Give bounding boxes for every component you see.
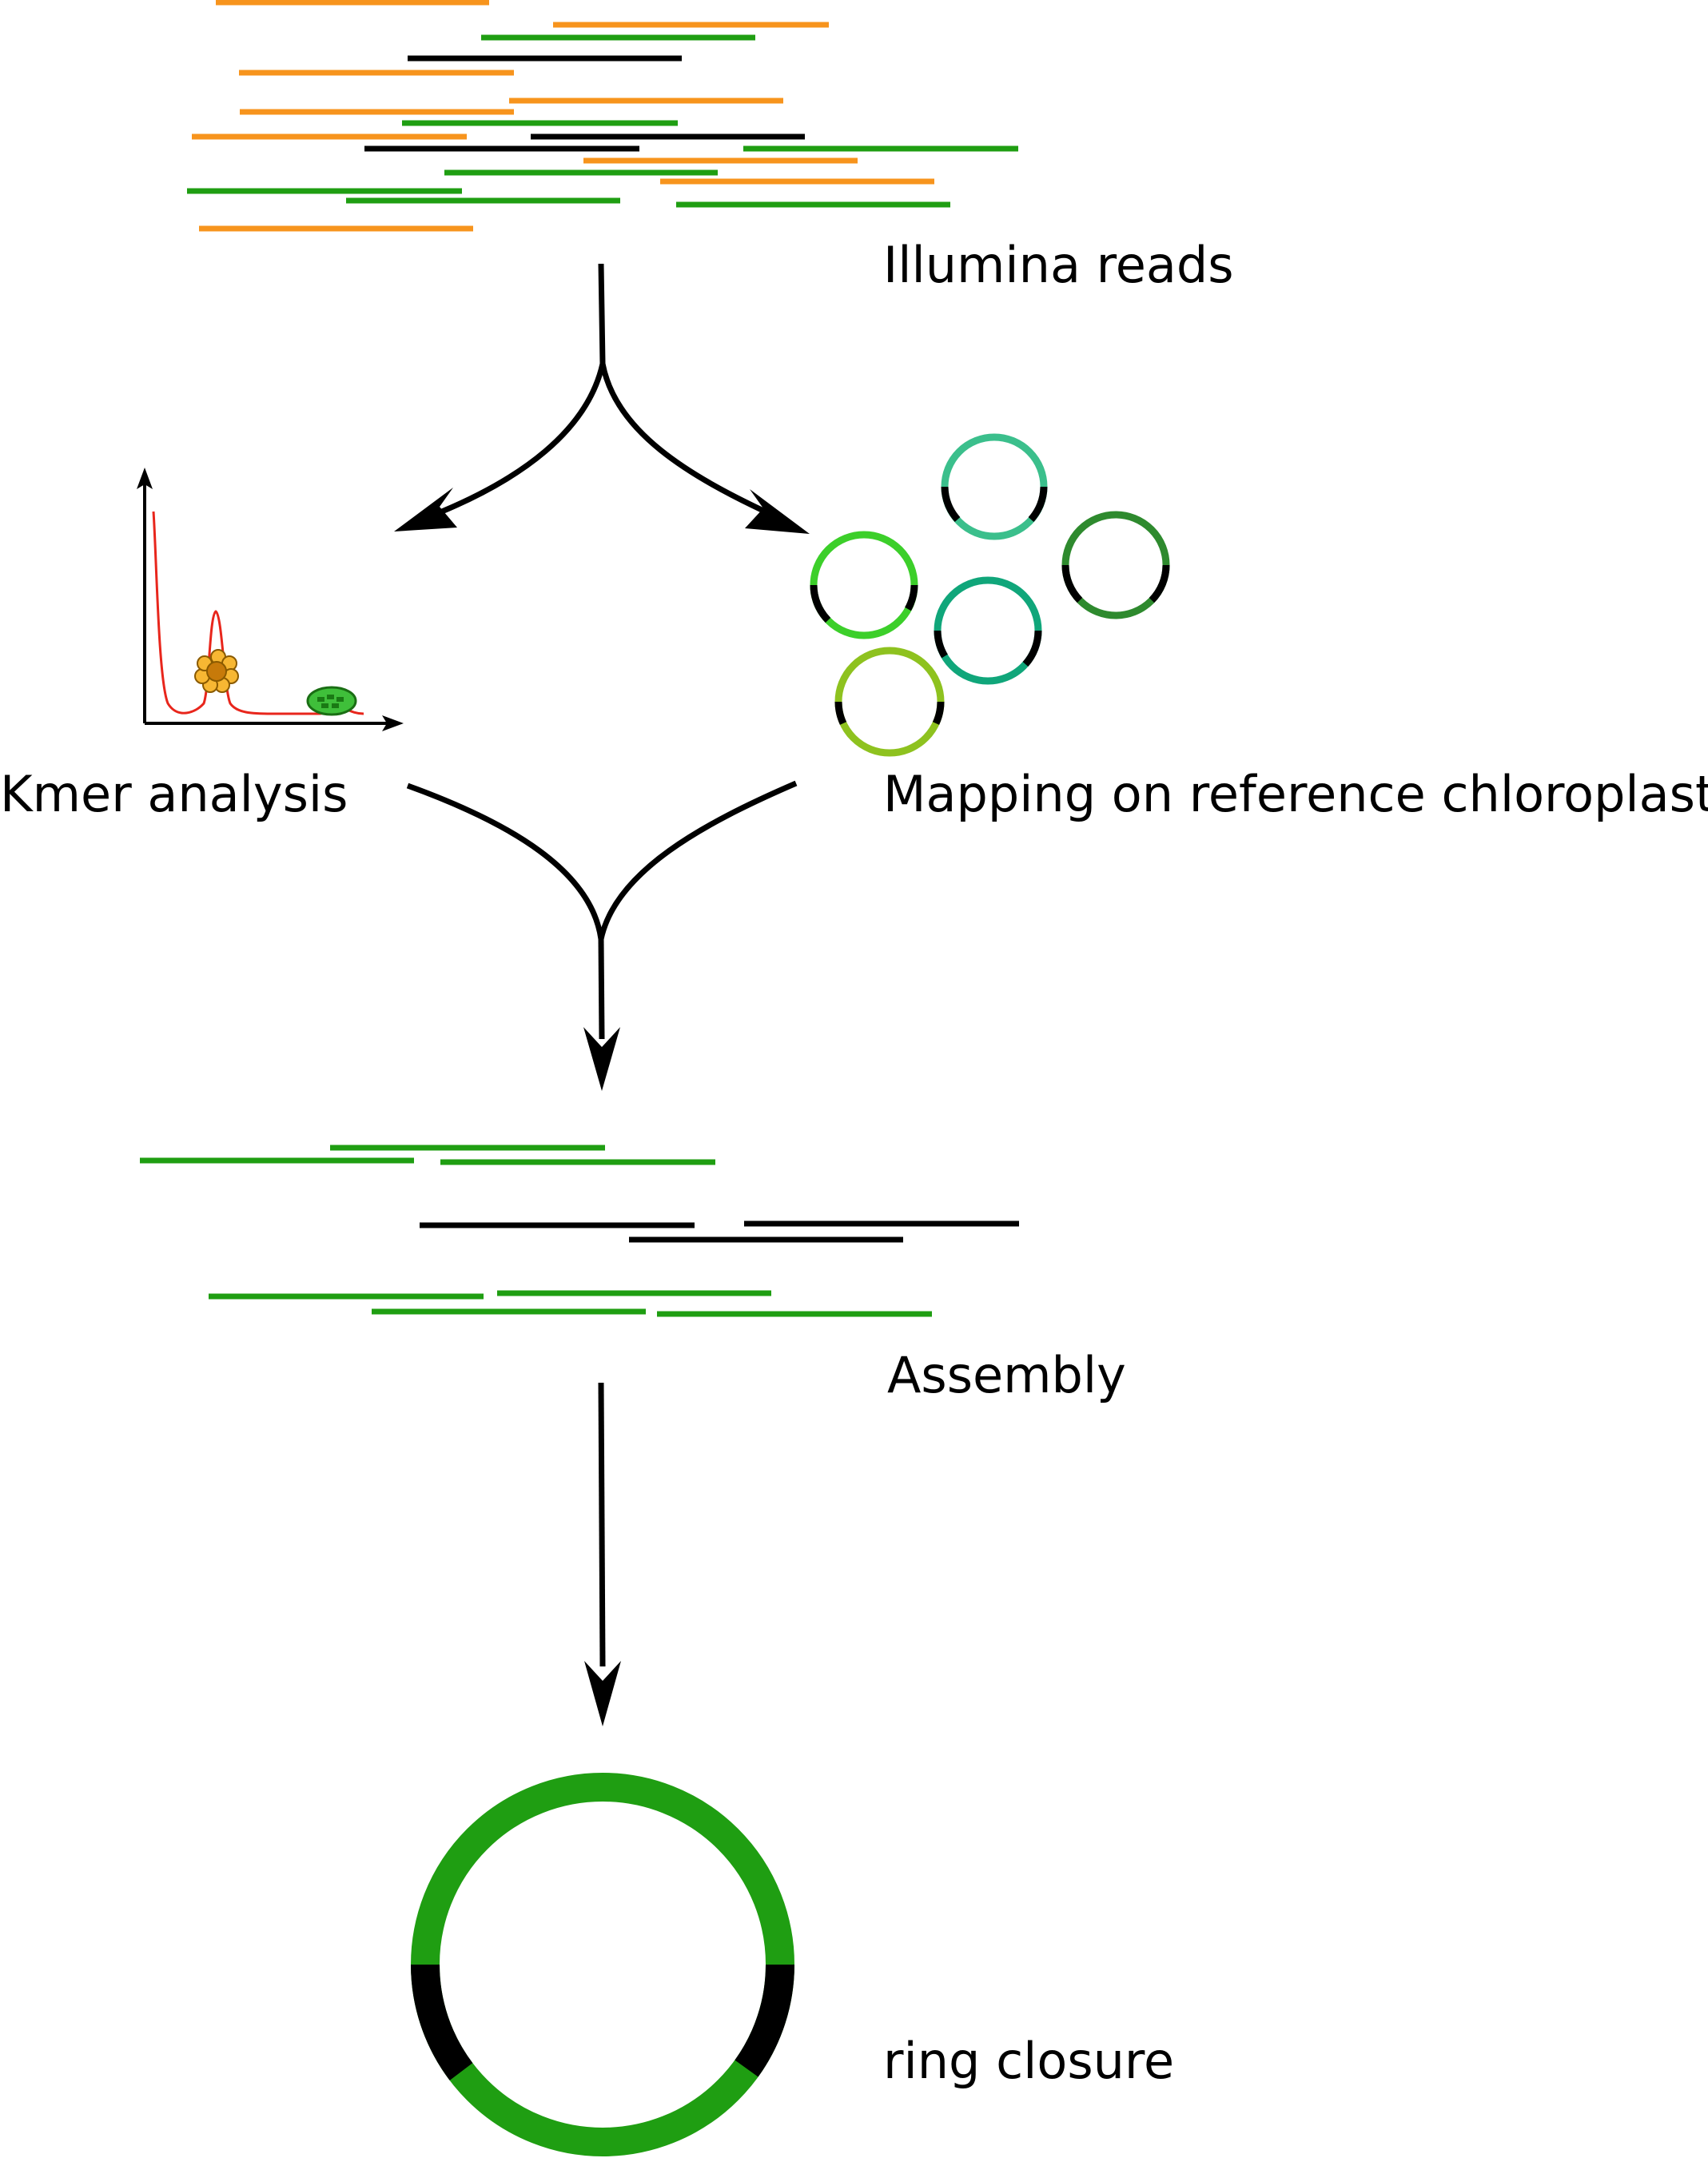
reference-ring	[934, 576, 1042, 685]
reference-chloroplasts	[810, 433, 1170, 757]
split-arrow-left-branch	[436, 363, 606, 516]
closed-chloroplast-ring	[411, 1773, 794, 2156]
split-arrow-right-branch	[599, 363, 775, 519]
merge-arrow-right-branch	[598, 780, 798, 940]
chloroplast-icon	[306, 686, 357, 716]
split-arrowheads	[394, 488, 810, 534]
kmer-plot	[137, 468, 404, 731]
final-arrow-stem	[598, 1382, 606, 1667]
reference-ring	[941, 433, 1048, 540]
reference-ring	[810, 531, 918, 639]
arrowhead-right	[745, 489, 810, 534]
kmer-y-axis-arrow	[137, 468, 153, 489]
reference-ring	[834, 647, 945, 757]
mapping-label: Mapping on reference chloroplasts	[883, 765, 1708, 823]
split-arrow-stem	[598, 263, 606, 364]
illumina-reads-label: Illumina reads	[883, 236, 1234, 294]
illumina-reads	[187, 0, 1018, 232]
merge-arrow-left-branch	[406, 782, 604, 940]
reference-ring	[1061, 511, 1170, 619]
final-arrowhead	[584, 1661, 621, 1726]
flower-icon	[194, 649, 239, 693]
assembly-contigs	[140, 1145, 1019, 1317]
kmer-x-axis-arrow	[382, 715, 404, 731]
merge-arrow-stem	[598, 938, 605, 1040]
merge-arrow	[406, 780, 798, 1040]
assembly-label: Assembly	[887, 1346, 1126, 1404]
ring-gap-right	[735, 1964, 794, 2077]
ring-closure-label: ring closure	[883, 2032, 1174, 2090]
split-arrow	[436, 263, 775, 519]
arrowhead-left	[394, 488, 457, 532]
merge-arrowhead	[583, 1027, 620, 1091]
kmer-frequency-curve	[152, 511, 364, 715]
ring-gap-left	[411, 1964, 473, 2080]
kmer-analysis-label: Kmer analysis	[0, 765, 348, 823]
